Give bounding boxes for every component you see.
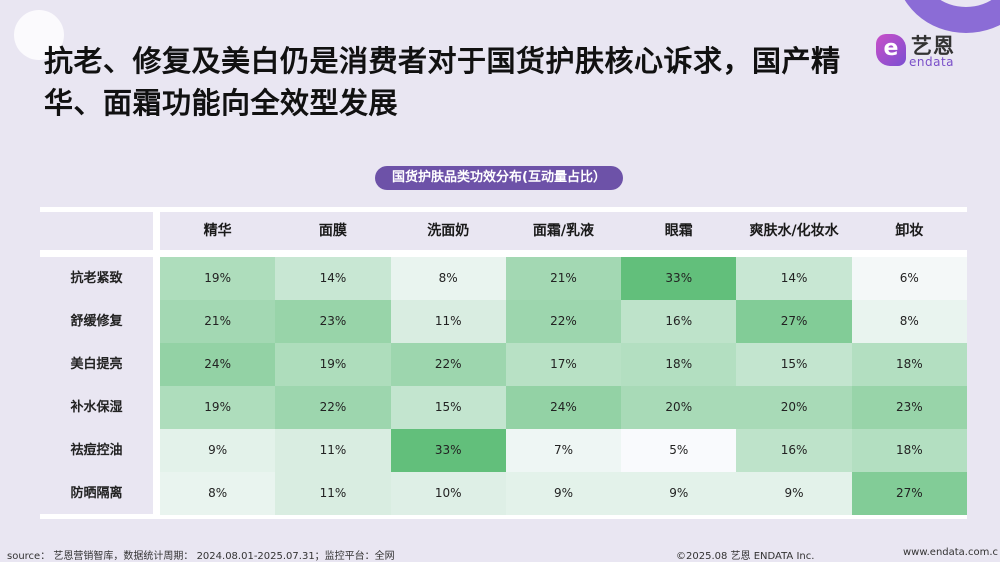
heatmap-cell: 27% (736, 300, 852, 343)
logo-name-cn: 艺恩 (911, 34, 955, 58)
row-header: 美白提亮 (70, 357, 123, 372)
heatmap-cell: 17% (505, 343, 622, 386)
endata-logo: e 艺恩 endata (876, 30, 996, 70)
heatmap-cell: 19% (160, 257, 276, 300)
row-header: 祛痘控油 (70, 443, 123, 458)
row-header: 防晒隔离 (70, 486, 123, 501)
heatmap-cell: 22% (505, 300, 622, 343)
table-row: 19% 22% 15% 24% 20% 20% 23% (160, 386, 967, 429)
heatmap-cell: 21% (160, 300, 276, 343)
heatmap-cell: 11% (275, 472, 391, 515)
column-header-row: 精华 面膜 洗面奶 面霜/乳液 眼霜 爽肤水/化妆水 卸妆 (160, 212, 967, 250)
heatmap-cell: 6% (851, 257, 967, 300)
heatmap-cell: 8% (390, 257, 506, 300)
slide-title: 抗老、修复及美白仍是消费者对于国货护肤核心诉求，国产精华、面霜功能向全效型发展 (44, 44, 841, 120)
column-header: 洗面奶 (427, 223, 470, 239)
corner-cell (40, 212, 153, 250)
table-row: 9% 11% 33% 7% 5% 16% 18% (160, 429, 967, 472)
column-header: 爽肤水/化妆水 (749, 223, 839, 239)
heatmap-table: 精华 面膜 洗面奶 面霜/乳液 眼霜 爽肤水/化妆水 卸妆 抗老紧致 舒缓修复 … (40, 207, 967, 519)
heatmap-cell: 8% (851, 300, 967, 343)
heatmap-cell: 33% (621, 257, 737, 300)
decorative-circle (14, 10, 64, 60)
heatmap-cell: 14% (275, 257, 391, 300)
heatmap-cell: 18% (621, 343, 737, 386)
heatmap-cell: 33% (390, 429, 506, 472)
heatmap-cell: 22% (275, 386, 391, 429)
chart-title: 国货护肤品类功效分布(互动量占比） (375, 166, 623, 190)
heatmap-grid: 19% 14% 8% 21% 33% 14% 6% 21% 23% 11% 22% 16% 27% 8% 2… (160, 257, 967, 516)
heatmap-cell: 18% (851, 343, 967, 386)
heatmap-cell: 10% (390, 472, 506, 515)
heatmap-cell: 16% (621, 300, 737, 343)
heatmap-cell: 15% (390, 386, 506, 429)
heatmap-cell: 7% (505, 429, 622, 472)
heatmap-cell: 14% (736, 257, 852, 300)
column-header: 面霜/乳液 (532, 223, 595, 239)
heatmap-cell: 21% (505, 257, 622, 300)
heatmap-cell: 9% (160, 429, 276, 472)
heatmap-cell: 23% (851, 386, 967, 429)
heatmap-cell: 11% (275, 429, 391, 472)
source-note: source： 艺恩营销智库，数据统计周期： 2024.08.01-2025.0… (7, 551, 395, 562)
heatmap-cell: 8% (160, 472, 276, 515)
logo-name-en: endata (909, 55, 955, 69)
row-header-column: 抗老紧致 舒缓修复 美白提亮 补水保湿 祛痘控油 防晒隔离 (40, 257, 153, 514)
heatmap-cell: 27% (851, 472, 967, 515)
copyright: ©2025.08 艺恩 ENDATA Inc. (676, 551, 815, 562)
table-row: 21% 23% 11% 22% 16% 27% 8% (160, 300, 967, 343)
heatmap-cell: 23% (275, 300, 391, 343)
heatmap-cell: 15% (736, 343, 852, 386)
decorative-ring (896, 0, 1000, 33)
heatmap-cell: 20% (736, 386, 852, 429)
heatmap-cell: 9% (505, 472, 622, 515)
heatmap-cell: 9% (736, 472, 852, 515)
heatmap-cell: 19% (160, 386, 276, 429)
column-header: 精华 (203, 223, 232, 239)
heatmap-cell: 22% (390, 343, 506, 386)
column-header: 卸妆 (895, 223, 924, 239)
heatmap-cell: 9% (621, 472, 737, 515)
website-link[interactable]: www.endata.com.c (903, 547, 999, 558)
heatmap-cell: 24% (160, 343, 276, 386)
row-header: 补水保湿 (70, 400, 123, 415)
heatmap-cell: 19% (275, 343, 391, 386)
heatmap-cell: 18% (851, 429, 967, 472)
table-row: 19% 14% 8% 21% 33% 14% 6% (160, 257, 967, 300)
heatmap-cell: 20% (621, 386, 737, 429)
column-header: 眼霜 (664, 223, 693, 239)
table-row: 24% 19% 22% 17% 18% 15% 18% (160, 343, 967, 386)
table-row: 8% 11% 10% 9% 9% 9% 27% (160, 472, 967, 515)
row-header: 抗老紧致 (70, 271, 123, 286)
logo-e-icon: e (876, 34, 906, 66)
row-header: 舒缓修复 (70, 314, 123, 329)
heatmap-cell: 16% (736, 429, 852, 472)
heatmap-cell: 11% (390, 300, 506, 343)
column-header: 面膜 (318, 223, 347, 239)
heatmap-cell: 24% (505, 386, 622, 429)
heatmap-cell: 5% (621, 429, 737, 472)
